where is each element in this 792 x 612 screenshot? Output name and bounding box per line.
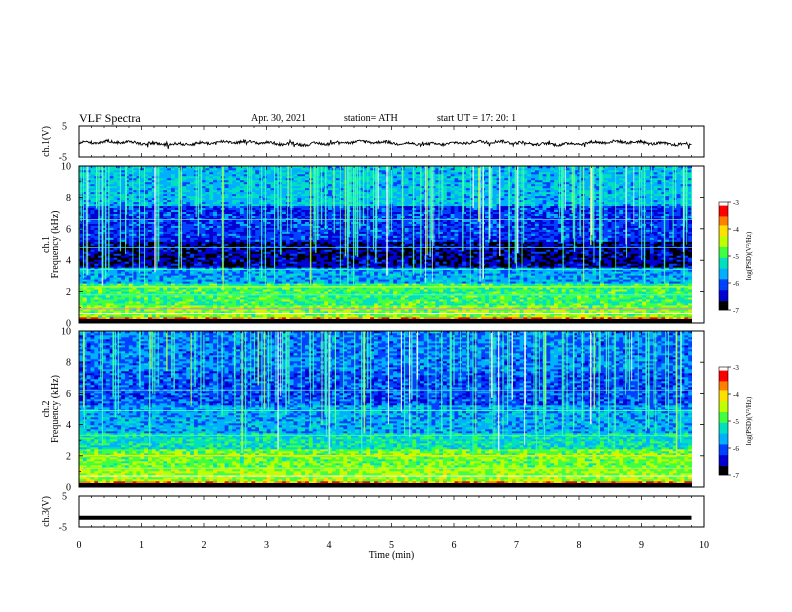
y-axis-label-channel: ch.2 xyxy=(41,401,52,418)
date-label: Apr. 30, 2021 xyxy=(251,113,306,124)
ch1-spectrogram-cells xyxy=(78,166,704,324)
colorbar-tick-label: -7 xyxy=(733,307,739,315)
x-tick-label: 8 xyxy=(577,540,582,551)
y-tick-label: 6 xyxy=(66,224,71,235)
colorbar-tick-label: -7 xyxy=(733,472,739,480)
y-tick-label: 8 xyxy=(66,193,71,204)
colorbar-tick-label: -5 xyxy=(733,418,739,426)
colorbar-tick-label: -6 xyxy=(733,445,739,453)
colorbar-tick-label: -5 xyxy=(733,253,739,261)
y-tick-label: 10 xyxy=(61,327,71,338)
ch1-waveform-line xyxy=(78,138,692,150)
chart-title: VLF Spectra xyxy=(79,111,141,126)
x-tick-label: 2 xyxy=(202,540,207,551)
x-tick-label: 3 xyxy=(264,540,269,551)
y-tick-label: 10 xyxy=(61,162,71,173)
colorbar-tick-label: -6 xyxy=(733,280,739,288)
colorbar-tick-label: -3 xyxy=(733,199,739,207)
colorbar-label: log(PSD)(V²/Hz) xyxy=(745,231,753,280)
x-tick-label: 4 xyxy=(327,540,332,551)
y-axis-label-channel: ch.1 xyxy=(41,236,52,253)
y-tick-label: 5 xyxy=(62,492,67,503)
y-tick-label: 2 xyxy=(66,287,71,298)
y-axis-label: ch.3(V) xyxy=(41,496,52,527)
y-axis-label: Frequency (kHz) xyxy=(50,375,61,443)
colorbar-tick-label: -4 xyxy=(733,391,739,399)
ch1-spectrogram-base-band xyxy=(79,319,692,323)
x-tick-label: 10 xyxy=(699,540,709,551)
y-tick-label: 4 xyxy=(66,256,71,267)
start-time-label: start UT = 17: 20: 1 xyxy=(437,113,516,124)
colorbar-tick-label: -4 xyxy=(733,226,739,234)
y-tick-label: 8 xyxy=(66,358,71,369)
panel-frame-3 xyxy=(78,495,705,528)
y-tick-label: 4 xyxy=(66,420,71,431)
ch1-spectrogram-blank xyxy=(692,166,704,323)
x-tick-label: 5 xyxy=(389,540,394,551)
x-tick-label: 7 xyxy=(514,540,519,551)
y-tick-label: 2 xyxy=(66,451,71,462)
x-tick-label: 0 xyxy=(77,540,82,551)
y-tick-label: 0 xyxy=(66,483,71,494)
ch2-spectrogram-blank xyxy=(692,331,704,487)
x-tick-label: 1 xyxy=(139,540,144,551)
y-tick-label: 0 xyxy=(66,319,71,330)
y-tick-label: 6 xyxy=(66,389,71,400)
colorbar-tick-label: -3 xyxy=(733,364,739,372)
station-label: station= ATH xyxy=(344,113,398,124)
y-axis-label: ch.1(V) xyxy=(41,126,52,157)
ch1-colorbar xyxy=(718,201,731,311)
y-axis-label: Frequency (kHz) xyxy=(50,210,61,278)
x-tick-label: 6 xyxy=(452,540,457,551)
ch2-colorbar xyxy=(718,366,731,476)
x-tick-label: 9 xyxy=(639,540,644,551)
ch2-spectrogram-cells xyxy=(79,331,704,488)
ch2-spectrogram-base-band xyxy=(79,483,692,487)
y-tick-label: -5 xyxy=(59,523,67,534)
x-axis-label: Time (min) xyxy=(369,550,414,561)
y-tick-label: -5 xyxy=(59,153,67,164)
colorbar-label: log(PSD)(V²/Hz) xyxy=(745,396,753,445)
y-tick-label: 5 xyxy=(62,122,67,133)
